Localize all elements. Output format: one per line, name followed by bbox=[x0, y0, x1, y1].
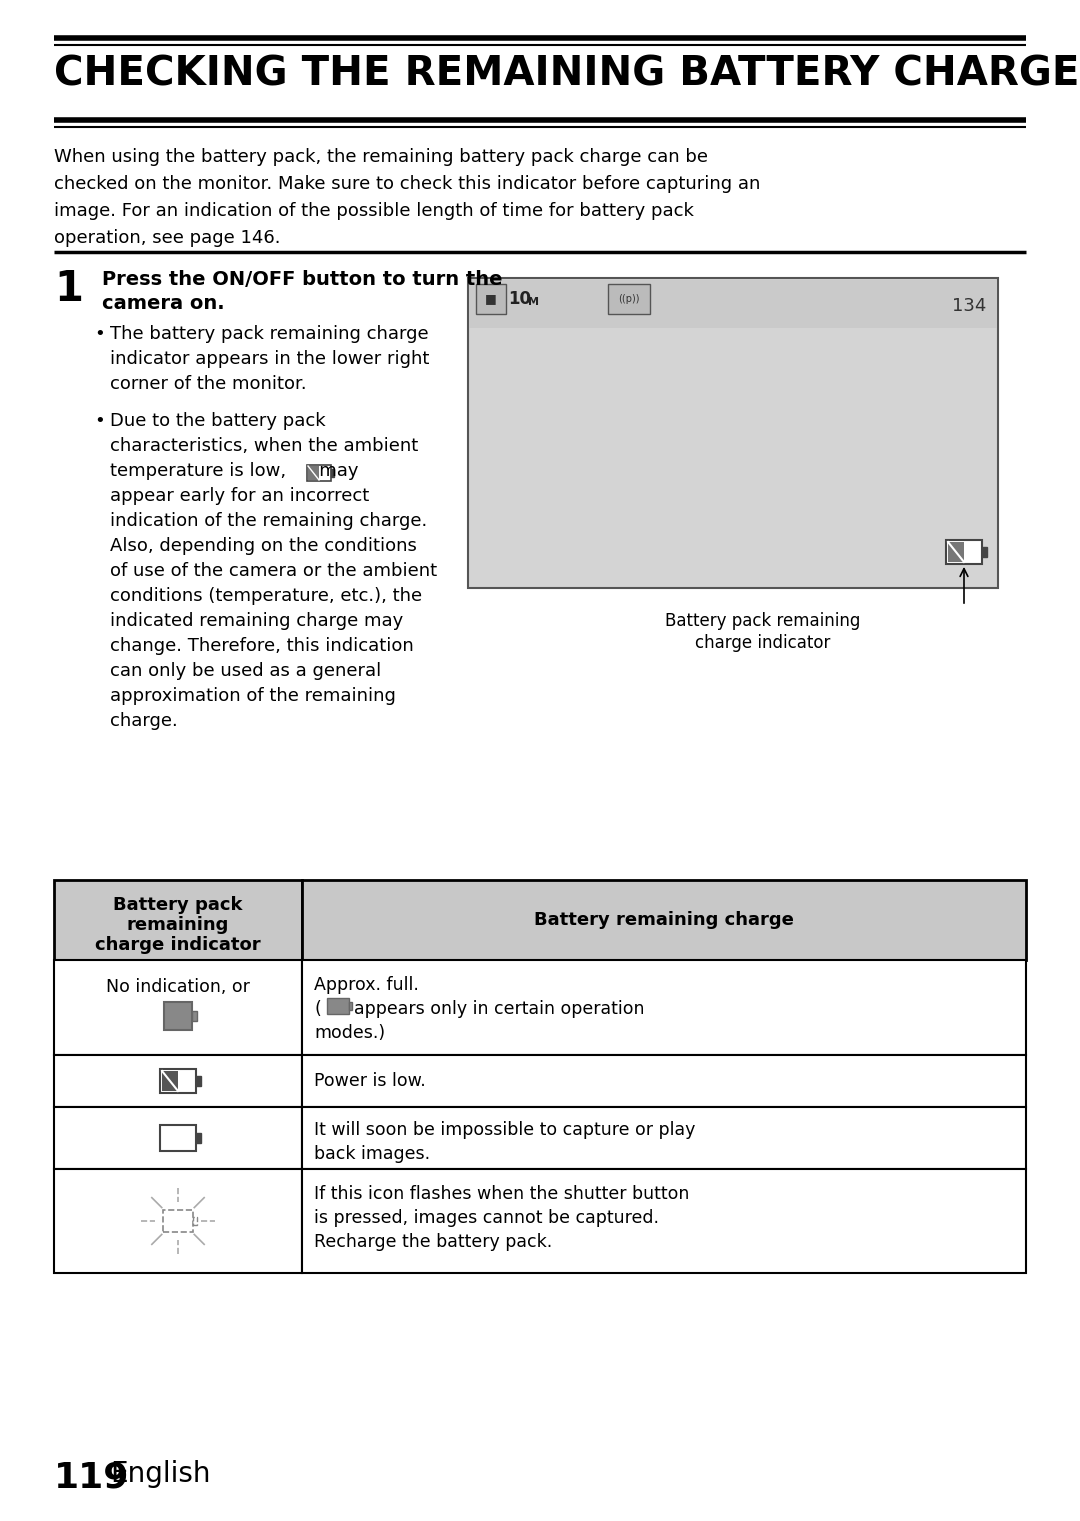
Bar bbox=[469, 280, 997, 329]
Text: Battery pack: Battery pack bbox=[113, 896, 243, 914]
Bar bbox=[948, 541, 964, 561]
Text: •: • bbox=[94, 325, 105, 344]
Text: charge.: charge. bbox=[110, 712, 178, 730]
Text: may: may bbox=[302, 462, 359, 481]
Text: The battery pack remaining charge: The battery pack remaining charge bbox=[110, 325, 429, 344]
Text: 1: 1 bbox=[54, 268, 83, 310]
Text: remaining: remaining bbox=[126, 916, 229, 934]
Text: camera on.: camera on. bbox=[102, 294, 225, 313]
Text: appears only in certain operation: appears only in certain operation bbox=[354, 999, 645, 1018]
Text: indicator appears in the lower right: indicator appears in the lower right bbox=[110, 350, 430, 368]
Text: of use of the camera or the ambient: of use of the camera or the ambient bbox=[110, 561, 437, 580]
Bar bbox=[54, 881, 302, 960]
Text: is pressed, images cannot be captured.: is pressed, images cannot be captured. bbox=[314, 1209, 659, 1227]
Text: temperature is low,: temperature is low, bbox=[110, 462, 286, 481]
Text: CHECKING THE REMAINING BATTERY CHARGE: CHECKING THE REMAINING BATTERY CHARGE bbox=[54, 55, 1080, 94]
Bar bbox=[195, 1075, 201, 1086]
Text: Press the ON/OFF button to turn the: Press the ON/OFF button to turn the bbox=[102, 271, 502, 289]
Text: corner of the monitor.: corner of the monitor. bbox=[110, 376, 307, 392]
Text: modes.): modes.) bbox=[314, 1024, 386, 1042]
Bar bbox=[307, 465, 330, 481]
Text: indicated remaining charge may: indicated remaining charge may bbox=[110, 611, 403, 630]
Bar bbox=[302, 960, 1026, 1056]
Bar bbox=[54, 1107, 302, 1170]
Text: characteristics, when the ambient: characteristics, when the ambient bbox=[110, 437, 418, 455]
Text: (: ( bbox=[314, 999, 321, 1018]
Bar bbox=[192, 1011, 197, 1021]
Bar bbox=[195, 1133, 201, 1142]
Text: conditions (temperature, etc.), the: conditions (temperature, etc.), the bbox=[110, 587, 422, 605]
Text: Also, depending on the conditions: Also, depending on the conditions bbox=[110, 537, 417, 555]
Bar bbox=[308, 465, 319, 481]
Bar bbox=[476, 284, 507, 313]
Bar bbox=[302, 1056, 1026, 1107]
Bar bbox=[302, 881, 1026, 960]
Text: checked on the monitor. Make sure to check this indicator before capturing an: checked on the monitor. Make sure to che… bbox=[54, 175, 760, 193]
Text: 119: 119 bbox=[54, 1460, 130, 1494]
Text: approximation of the remaining: approximation of the remaining bbox=[110, 687, 396, 706]
Text: English: English bbox=[110, 1460, 211, 1488]
Bar bbox=[946, 540, 982, 564]
Text: Power is low.: Power is low. bbox=[314, 1072, 426, 1091]
Text: back images.: back images. bbox=[314, 1145, 430, 1164]
Bar bbox=[54, 960, 302, 1056]
Text: No indication, or: No indication, or bbox=[106, 978, 249, 996]
Bar bbox=[193, 1217, 197, 1224]
Text: It will soon be impossible to capture or play: It will soon be impossible to capture or… bbox=[314, 1121, 696, 1139]
Bar bbox=[982, 548, 987, 557]
Text: charge indicator: charge indicator bbox=[95, 935, 260, 954]
Text: image. For an indication of the possible length of time for battery pack: image. For an indication of the possible… bbox=[54, 202, 693, 221]
Bar bbox=[54, 1056, 302, 1107]
Bar bbox=[163, 1211, 193, 1232]
Text: If this icon flashes when the shutter button: If this icon flashes when the shutter bu… bbox=[314, 1185, 689, 1203]
Text: Due to the battery pack: Due to the battery pack bbox=[110, 412, 326, 430]
Bar bbox=[330, 468, 334, 478]
Text: 10: 10 bbox=[508, 291, 531, 307]
Bar bbox=[608, 284, 650, 313]
Bar bbox=[164, 1002, 192, 1030]
Text: indication of the remaining charge.: indication of the remaining charge. bbox=[110, 513, 428, 529]
Bar bbox=[468, 278, 998, 589]
Text: can only be used as a general: can only be used as a general bbox=[110, 662, 381, 680]
Text: appear early for an incorrect: appear early for an incorrect bbox=[110, 487, 369, 505]
Text: charge indicator: charge indicator bbox=[696, 634, 831, 653]
Text: Approx. full.: Approx. full. bbox=[314, 976, 419, 995]
Bar bbox=[162, 1071, 178, 1091]
Bar bbox=[327, 998, 349, 1015]
Bar bbox=[160, 1069, 195, 1094]
Text: Recharge the battery pack.: Recharge the battery pack. bbox=[314, 1234, 552, 1250]
Text: Battery pack remaining: Battery pack remaining bbox=[665, 611, 861, 630]
Text: ■: ■ bbox=[485, 292, 497, 306]
Text: •: • bbox=[94, 412, 105, 430]
Text: Battery remaining charge: Battery remaining charge bbox=[535, 911, 794, 929]
Bar bbox=[349, 1002, 352, 1010]
Bar bbox=[160, 1126, 195, 1151]
Bar bbox=[302, 1170, 1026, 1273]
Text: change. Therefore, this indication: change. Therefore, this indication bbox=[110, 637, 414, 656]
Text: When using the battery pack, the remaining battery pack charge can be: When using the battery pack, the remaini… bbox=[54, 148, 708, 166]
Text: 134: 134 bbox=[951, 297, 986, 315]
Text: operation, see page 146.: operation, see page 146. bbox=[54, 230, 281, 246]
Text: M: M bbox=[528, 297, 539, 307]
Text: ((p)): ((p)) bbox=[618, 294, 639, 304]
Bar bbox=[54, 1170, 302, 1273]
Bar bbox=[302, 1107, 1026, 1170]
